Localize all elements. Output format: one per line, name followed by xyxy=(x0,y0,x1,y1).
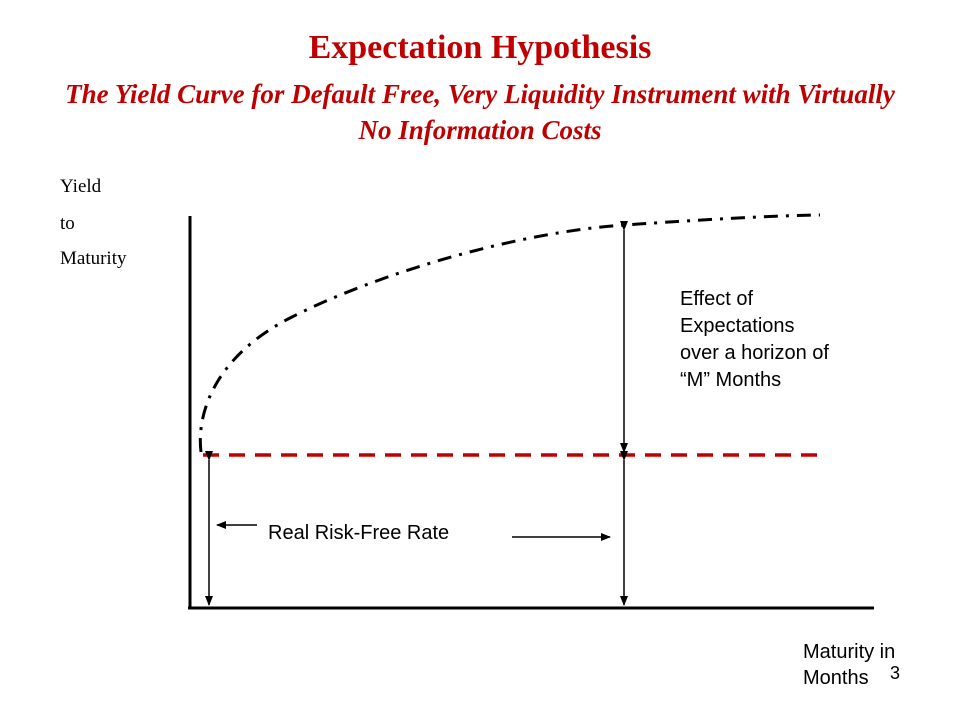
real-risk-free-rate-label: Real Risk-Free Rate xyxy=(268,522,450,544)
yield-curve-line xyxy=(198,213,821,453)
expectations-label-line-1: Effect of xyxy=(680,288,754,310)
slide-title: Expectation Hypothesis xyxy=(308,29,652,66)
y-axis-label-line-1: Yield xyxy=(60,176,102,197)
y-axis-label-line-2: to xyxy=(60,213,75,234)
x-axis-label-line-1: Maturity in xyxy=(803,641,896,663)
x-axis-label-line-2: Months xyxy=(803,667,869,689)
expectations-label-line-2: Expectations xyxy=(680,315,795,337)
expectations-label-line-4: “M” Months xyxy=(680,369,782,391)
y-axis-label-line-3: Maturity xyxy=(60,248,127,269)
page-number: 3 xyxy=(890,663,901,683)
slide-subtitle: The Yield Curve for Default Free, Very L… xyxy=(65,79,895,145)
expectations-label-line-3: over a horizon of xyxy=(680,342,829,364)
